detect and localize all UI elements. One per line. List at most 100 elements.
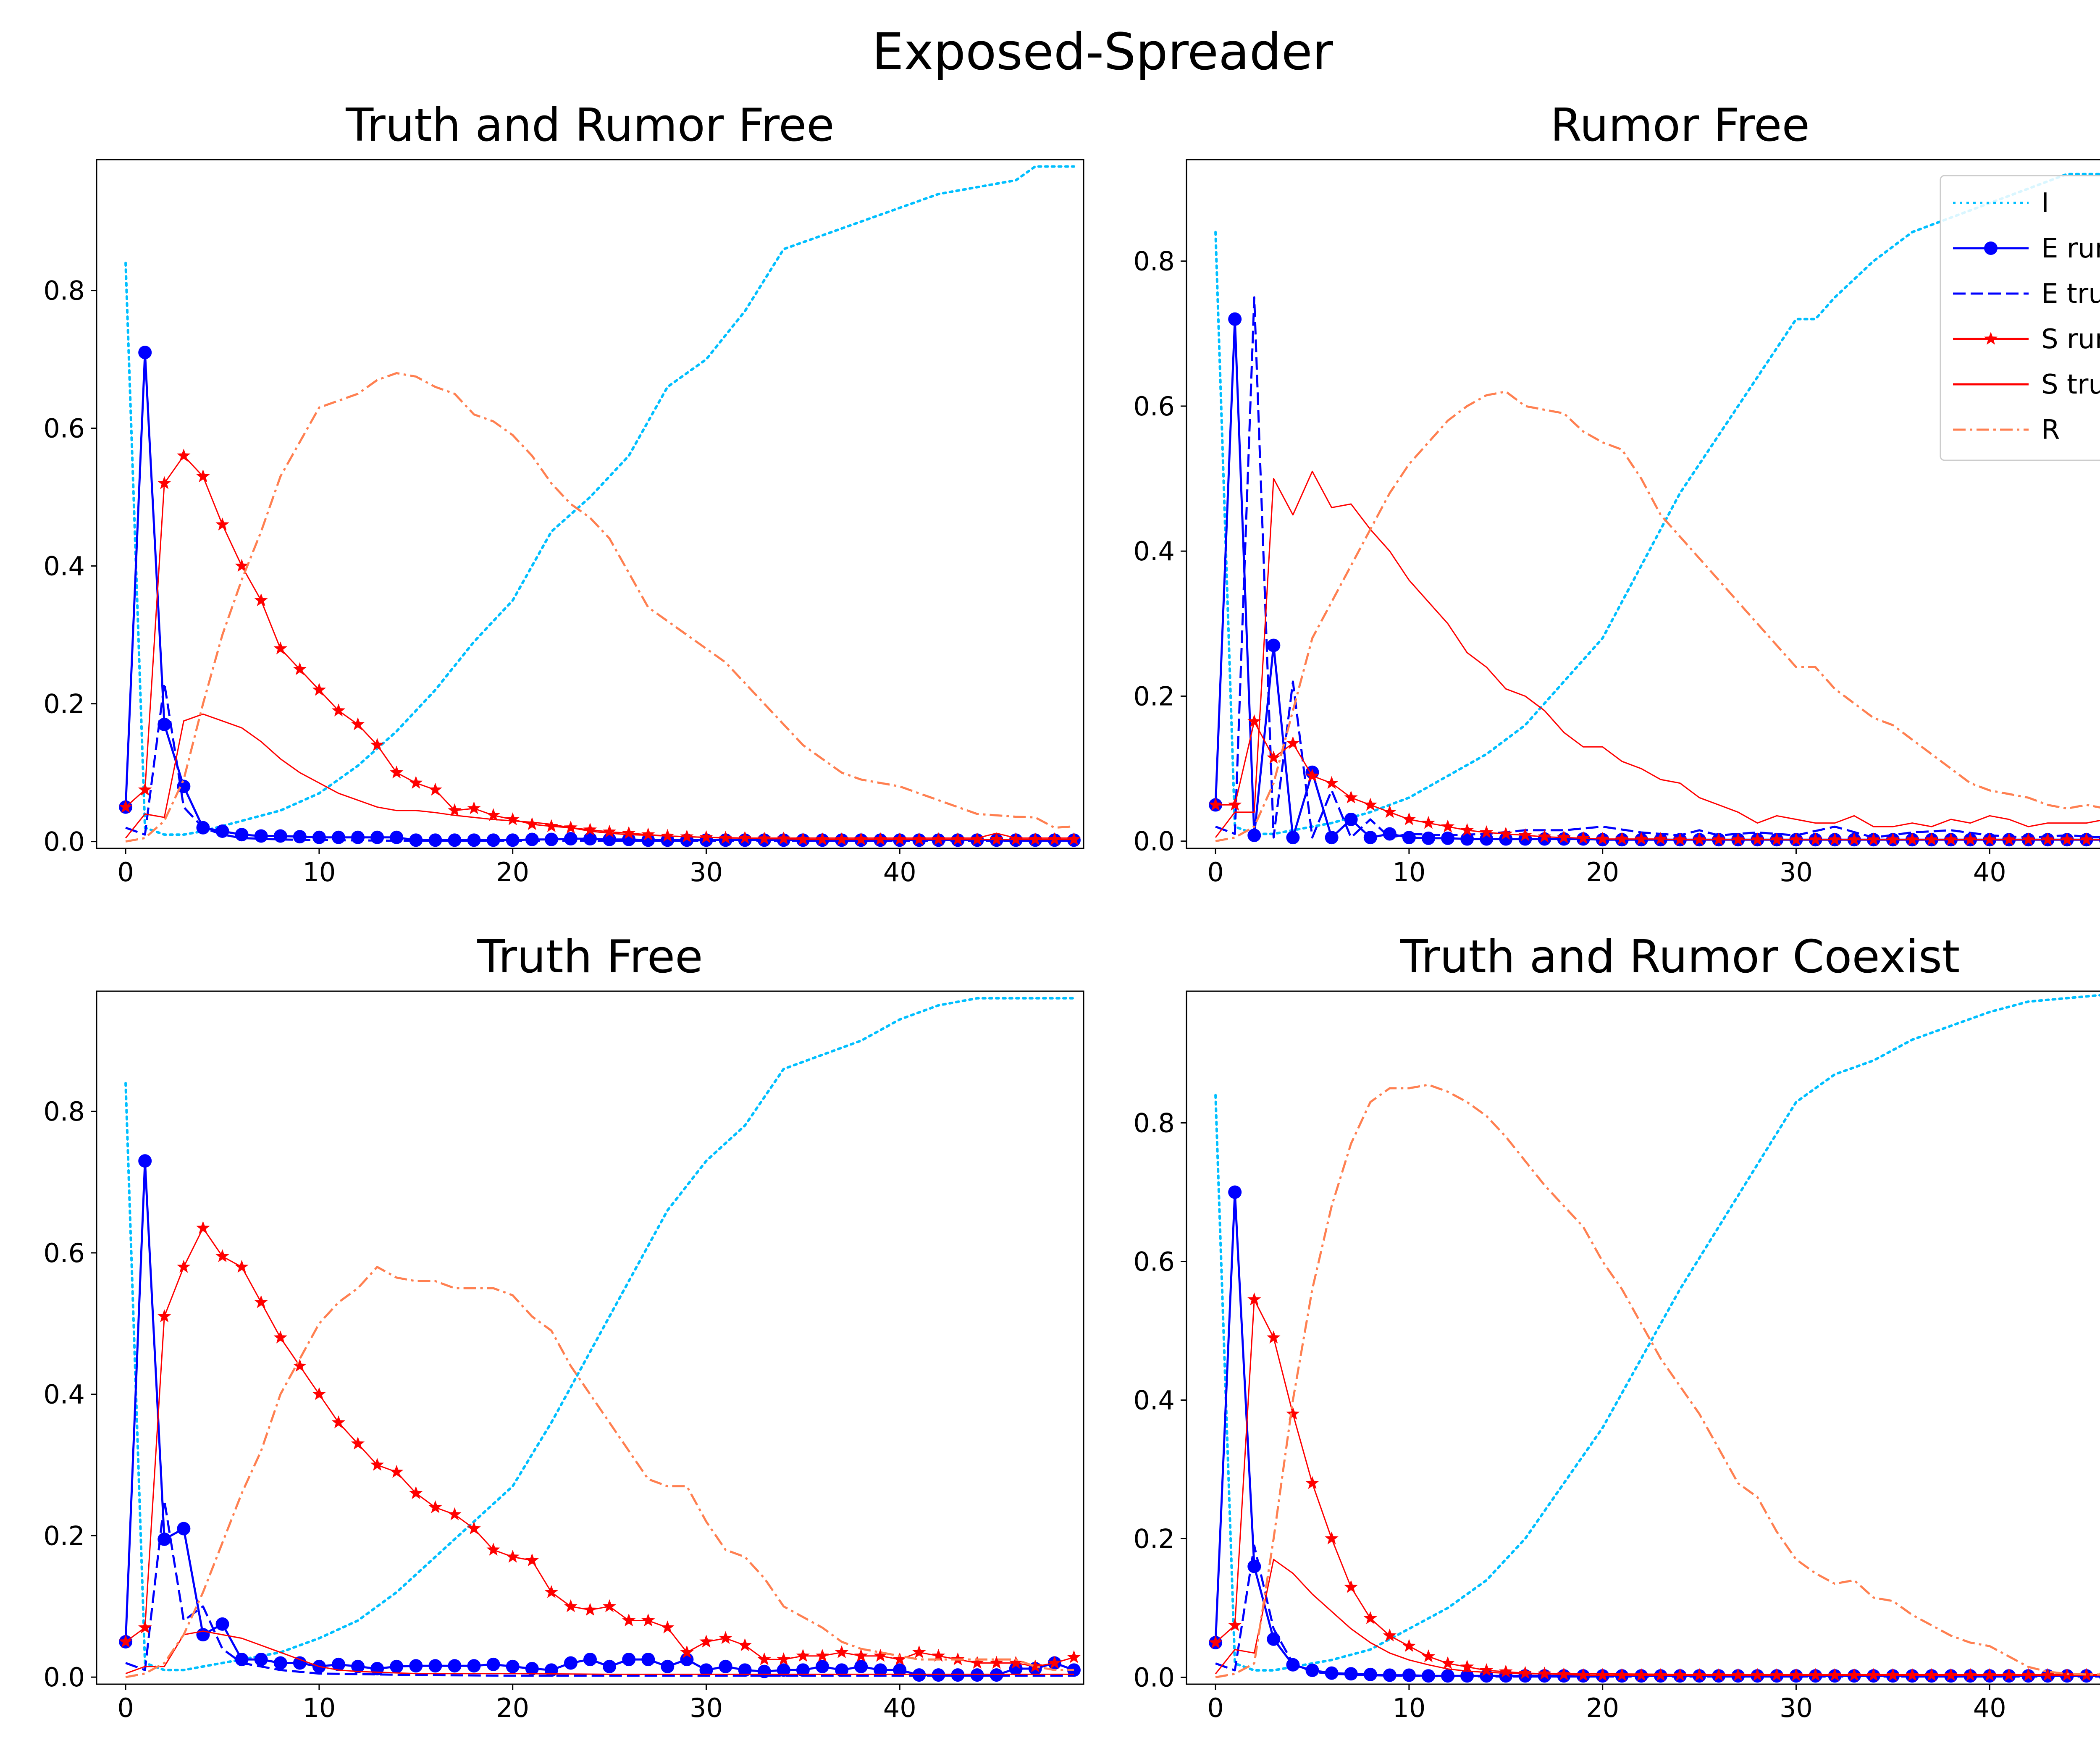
legend: I E rumor E truth S rumor S truth R	[1940, 175, 2100, 461]
point-s-rumor	[835, 1645, 849, 1658]
point-s-rumor	[1499, 827, 1513, 840]
point-s-rumor	[602, 1599, 617, 1612]
point-s-rumor	[1596, 832, 1609, 845]
point-e-rumor	[273, 1656, 287, 1670]
point-e-rumor	[1363, 1667, 1377, 1681]
point-s-rumor	[2021, 832, 2035, 845]
x-tick-label: 10	[302, 1693, 336, 1723]
point-s-rumor	[893, 1652, 907, 1665]
point-e-rumor	[777, 1663, 790, 1677]
point-s-rumor	[1809, 832, 1822, 845]
point-s-rumor	[1028, 832, 1042, 845]
point-e-rumor	[815, 1659, 829, 1673]
point-s-rumor	[235, 559, 249, 572]
point-s-rumor	[699, 830, 713, 843]
point-s-rumor	[912, 1645, 926, 1658]
point-s-rumor	[602, 824, 617, 838]
point-e-rumor	[603, 1659, 617, 1673]
point-s-rumor	[1047, 832, 1062, 845]
point-e-rumor	[331, 830, 345, 844]
point-s-rumor	[854, 1648, 868, 1662]
plot-frame	[1186, 990, 2100, 1685]
point-e-rumor	[1286, 831, 1300, 845]
point-s-rumor	[138, 1620, 152, 1634]
plot-area	[118, 165, 1081, 847]
point-e-rumor	[641, 1653, 655, 1667]
point-e-rumor	[138, 346, 152, 360]
point-s-rumor	[1692, 832, 1706, 845]
series-e-truth	[125, 682, 1074, 842]
series-line-s-truth	[125, 713, 1074, 839]
point-s-rumor	[506, 1549, 520, 1563]
point-s-rumor	[1615, 832, 1629, 845]
point-s-rumor	[1009, 1656, 1023, 1669]
point-s-rumor	[1383, 805, 1396, 818]
point-s-rumor	[583, 822, 597, 836]
point-s-rumor	[351, 1436, 365, 1450]
point-e-rumor	[1228, 312, 1242, 326]
point-e-rumor	[970, 1668, 984, 1682]
point-s-rumor	[1576, 1668, 1590, 1681]
point-e-rumor	[467, 833, 481, 847]
x-tick-label: 0	[117, 857, 134, 887]
plot-frame	[96, 159, 1084, 849]
series-line-s-truth	[125, 1630, 1074, 1675]
x-tick-label: 20	[496, 857, 529, 887]
series-s-rumor	[118, 449, 1081, 845]
point-s-rumor	[1770, 832, 1784, 845]
legend-marker-e-rumor	[1984, 242, 1998, 255]
plot-frame	[1186, 159, 2100, 849]
y-tick-label: 0.0	[43, 827, 85, 857]
point-e-rumor	[409, 1659, 423, 1673]
point-s-rumor	[254, 1295, 268, 1308]
panel-truth-and-rumor-coexist: Truth and Rumor Coexist 0 10 20 30 40 0.0 0.2 0.…	[1133, 931, 2100, 1723]
point-s-rumor	[874, 1648, 887, 1662]
point-s-rumor	[1028, 1659, 1042, 1672]
x-tick-label: 0	[1207, 1693, 1223, 1723]
point-e-rumor	[1228, 1185, 1242, 1199]
point-s-rumor	[738, 1638, 752, 1651]
y-tick-label: 0.4	[43, 551, 85, 582]
point-s-rumor	[1789, 832, 1803, 845]
series-e-truth	[125, 1499, 1074, 1677]
y-tick-label: 0.4	[43, 1379, 85, 1410]
x-tick-label: 40	[883, 1693, 916, 1723]
point-s-rumor	[1441, 1656, 1455, 1670]
x-tick-label: 10	[302, 857, 336, 887]
point-s-rumor	[158, 476, 171, 489]
point-s-rumor	[1067, 1650, 1081, 1663]
point-e-rumor	[525, 832, 539, 846]
point-s-rumor	[2099, 837, 2100, 838]
series-s-rumor	[1208, 714, 2100, 845]
y-tick-label: 0.8	[1133, 246, 1175, 277]
point-e-rumor	[1421, 831, 1435, 845]
point-s-rumor	[525, 817, 539, 830]
legend-box	[1940, 175, 2100, 461]
point-s-rumor	[564, 1599, 578, 1612]
point-s-rumor	[932, 832, 945, 845]
series-r	[125, 372, 1074, 843]
point-e-rumor	[351, 1659, 365, 1673]
y-tick-label: 0.2	[1133, 1524, 1175, 1554]
legend-label-e-rumor: E rumor	[2041, 233, 2100, 264]
point-e-rumor	[235, 828, 249, 842]
point-s-rumor	[1208, 798, 1223, 811]
x-tick-label: 30	[690, 1693, 723, 1723]
point-s-rumor	[1538, 1667, 1551, 1680]
series-line-r	[1215, 1084, 2100, 1678]
point-s-rumor	[177, 449, 191, 462]
point-s-rumor	[448, 803, 462, 816]
point-s-rumor	[486, 1543, 500, 1556]
point-s-rumor	[506, 812, 520, 825]
legend-label-s-rumor: S rumor	[2041, 324, 2100, 355]
point-s-rumor	[583, 1603, 597, 1616]
legend-label-i: I	[2041, 188, 2049, 219]
point-e-rumor	[254, 1653, 268, 1667]
series-e-rumor	[119, 346, 1081, 847]
point-s-rumor	[796, 832, 810, 845]
point-e-rumor	[448, 1659, 462, 1673]
point-e-rumor	[177, 1522, 191, 1536]
point-s-rumor	[719, 1631, 732, 1644]
point-s-rumor	[312, 1387, 326, 1400]
point-e-rumor	[312, 830, 326, 844]
